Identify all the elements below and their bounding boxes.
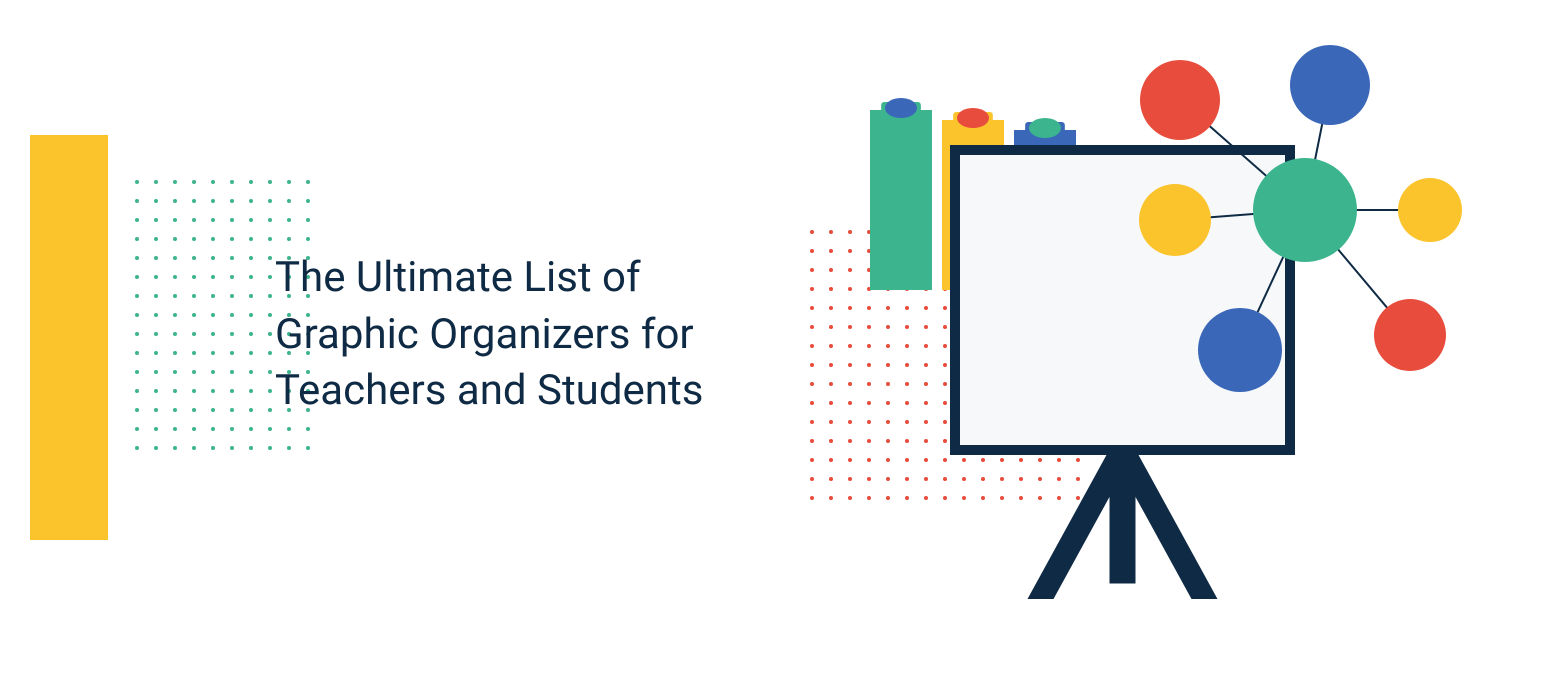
illustration <box>0 0 1555 687</box>
